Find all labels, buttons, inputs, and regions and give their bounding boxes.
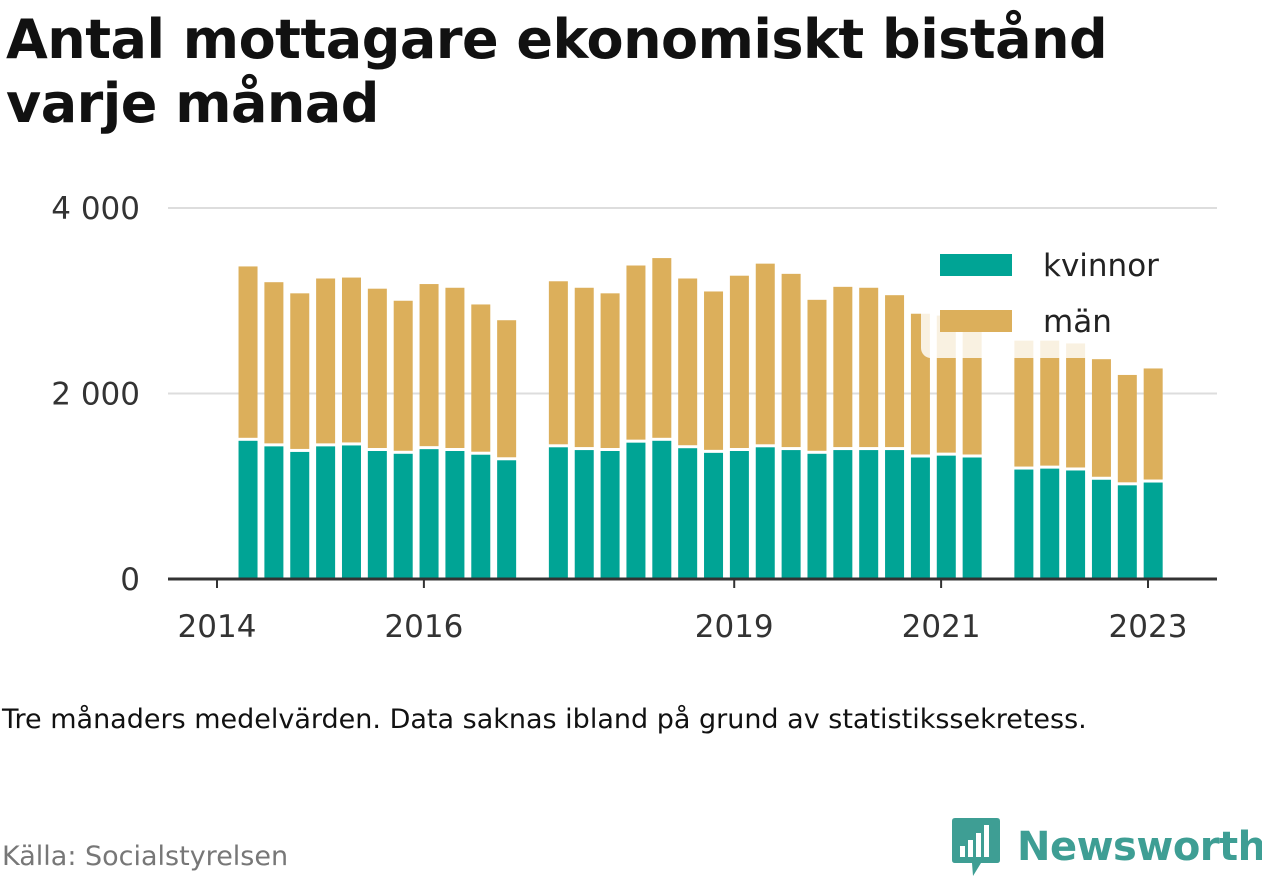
- bar-man: [1117, 374, 1137, 483]
- bar-man: [833, 286, 853, 448]
- bar-kvinnor: [885, 450, 905, 579]
- bar-man: [367, 288, 387, 449]
- bar-chart-pin-icon: [952, 818, 1000, 876]
- bar-kvinnor: [393, 453, 413, 579]
- bar-man: [807, 299, 827, 451]
- bar-man: [497, 320, 517, 458]
- bar-man: [471, 304, 491, 452]
- bar-kvinnor: [367, 451, 387, 579]
- bar-man: [264, 282, 284, 444]
- y-tick-label: 0: [120, 562, 140, 598]
- bar-man: [1091, 359, 1111, 477]
- bar-man: [859, 287, 879, 448]
- bar-kvinnor: [859, 450, 879, 579]
- x-axis-ticks: 2014 2016 2019 2021 2023: [178, 579, 1188, 645]
- bar-kvinnor: [1040, 468, 1060, 579]
- bar-kvinnor: [238, 440, 258, 579]
- bar-kvinnor: [755, 447, 775, 579]
- bar-man: [393, 300, 413, 451]
- y-tick-label: 2 000: [51, 377, 140, 413]
- x-tick-label: 2016: [384, 609, 463, 645]
- bar-kvinnor: [471, 454, 491, 579]
- bar-man: [885, 295, 905, 448]
- bar-kvinnor: [652, 440, 672, 579]
- bar-man: [1066, 343, 1086, 468]
- bar-kvinnor: [316, 446, 336, 579]
- bar-kvinnor: [678, 448, 698, 579]
- bars: [238, 258, 1163, 579]
- newsworthy-logo: Newsworthy: [951, 816, 1262, 878]
- y-tick-label: 4 000: [51, 191, 140, 227]
- legend-label-man: män: [1043, 304, 1112, 340]
- bar-man: [548, 281, 568, 445]
- bar-kvinnor: [1066, 470, 1086, 579]
- bar-kvinnor: [419, 449, 439, 579]
- source-credit: Källa: Socialstyrelsen: [2, 841, 289, 872]
- legend: kvinnor män: [921, 240, 1183, 358]
- bar-man: [1014, 340, 1034, 467]
- bar-man: [678, 278, 698, 446]
- bar-kvinnor: [1143, 482, 1163, 579]
- bar-man: [704, 291, 724, 450]
- bar-kvinnor: [574, 450, 594, 579]
- bar-kvinnor: [1091, 479, 1111, 579]
- bar-man: [290, 293, 310, 449]
- chart-title: Antal mottagare ekonomiskt bistånd varje…: [6, 8, 1108, 135]
- bar-man: [316, 278, 336, 444]
- bar-man: [652, 258, 672, 438]
- bar-man: [574, 287, 594, 448]
- x-tick-label: 2021: [902, 609, 981, 645]
- bar-man: [238, 266, 258, 438]
- bar-kvinnor: [445, 451, 465, 579]
- bar-kvinnor: [1014, 469, 1034, 579]
- brand-name: Newsworthy: [1017, 824, 1262, 870]
- bar-kvinnor: [704, 452, 724, 579]
- bar-man: [1040, 340, 1060, 466]
- bar-kvinnor: [781, 450, 801, 579]
- bar-man: [781, 273, 801, 448]
- bar-kvinnor: [264, 446, 284, 579]
- bar-kvinnor: [807, 453, 827, 579]
- x-tick-label: 2019: [695, 609, 774, 645]
- bar-man: [419, 284, 439, 447]
- bar-kvinnor: [962, 457, 982, 579]
- bar-kvinnor: [341, 445, 361, 579]
- bar-kvinnor: [729, 451, 749, 579]
- bar-kvinnor: [497, 460, 517, 579]
- legend-swatch-man: [940, 310, 1012, 332]
- x-tick-label: 2023: [1109, 609, 1188, 645]
- bar-kvinnor: [290, 451, 310, 579]
- bar-man: [341, 277, 361, 443]
- chart-note: Tre månaders medelvärden. Data saknas ib…: [2, 704, 1087, 735]
- bar-kvinnor: [1117, 485, 1137, 579]
- bar-kvinnor: [936, 455, 956, 579]
- bar-kvinnor: [833, 450, 853, 579]
- x-tick-label: 2014: [178, 609, 257, 645]
- bar-man: [445, 287, 465, 449]
- legend-label-kvinnor: kvinnor: [1043, 248, 1159, 284]
- legend-swatch-kvinnor: [940, 254, 1012, 276]
- stacked-bar-chart: 0 2 000 4 000 2014 2016 2019 2021 2023 kvinnor…: [51, 191, 1217, 645]
- bar-kvinnor: [548, 447, 568, 579]
- bar-man: [729, 275, 749, 449]
- y-axis-tick-labels: 0 2 000 4 000: [51, 191, 140, 598]
- bar-man: [1143, 368, 1163, 480]
- bar-man: [755, 263, 775, 445]
- bar-man: [626, 265, 646, 440]
- bar-kvinnor: [910, 457, 930, 579]
- bar-kvinnor: [626, 442, 646, 579]
- bar-man: [600, 293, 620, 449]
- bar-kvinnor: [600, 451, 620, 579]
